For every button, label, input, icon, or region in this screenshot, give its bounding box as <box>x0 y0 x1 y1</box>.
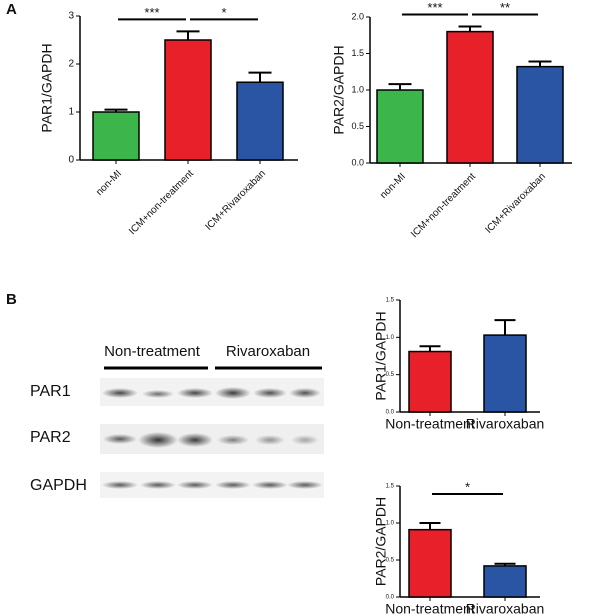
row-label: PAR2 <box>30 429 71 446</box>
row-label: PAR1 <box>30 383 71 400</box>
y-tick-label: 0.5 <box>351 121 364 131</box>
significance-label: *** <box>427 0 442 15</box>
panel-label: A <box>6 1 17 18</box>
bar <box>483 334 527 413</box>
panel-label: B <box>6 291 17 308</box>
y-tick-label: 2.0 <box>351 11 364 21</box>
western-blot: Non-treatment Rivaroxaban PAR1 PAR2 GAPD… <box>30 343 324 498</box>
y-tick-label: 1.5 <box>351 48 364 58</box>
significance-label: ** <box>500 0 510 15</box>
bar <box>408 350 452 413</box>
error-bar <box>388 83 412 90</box>
x-tick-label: ICM+Rivaroxaban <box>203 168 268 233</box>
bar <box>516 65 564 164</box>
y-axis-label: PAR2/GAPDH <box>331 45 347 134</box>
error-bar <box>104 108 128 112</box>
y-tick-label: 0.5 <box>386 372 395 378</box>
y-tick-label: 1.5 <box>386 484 395 490</box>
y-tick-label: 1.0 <box>351 84 364 94</box>
bar <box>446 30 494 164</box>
error-bar <box>176 30 200 40</box>
x-tick-label: Non-treatment <box>385 601 475 616</box>
error-bar <box>419 345 441 352</box>
y-tick-label: 0.0 <box>351 157 364 167</box>
bar <box>92 111 140 161</box>
y-axis-label: PAR1/GAPDH <box>39 43 55 132</box>
bar <box>376 89 424 164</box>
x-tick-label: ICM+non-treatment <box>409 171 478 240</box>
x-tick-label: Rivaroxaban <box>466 416 545 432</box>
bar <box>236 81 284 161</box>
y-tick-label: 1 <box>68 107 74 118</box>
group-label: Rivaroxaban <box>226 343 310 360</box>
bands <box>102 387 323 489</box>
y-axis-label: PAR2/GAPDH <box>373 497 389 586</box>
bar <box>408 528 452 598</box>
y-tick-label: 0.5 <box>386 558 395 564</box>
error-bar <box>494 319 516 336</box>
error-bar <box>494 562 516 566</box>
significance-label: * <box>465 479 470 494</box>
error-bar <box>248 71 272 83</box>
y-tick-label: 1.0 <box>386 335 395 341</box>
y-tick-label: 0.0 <box>386 595 395 601</box>
x-tick-label: ICM+Rivaroxaban <box>483 171 548 236</box>
y-tick-label: 2 <box>68 59 74 70</box>
y-tick-label: 0.0 <box>386 410 395 416</box>
y-tick-label: 3 <box>68 11 74 22</box>
error-bar <box>528 60 552 67</box>
significance-label: * <box>221 5 226 20</box>
y-tick-label: 1.0 <box>386 521 395 527</box>
row-label: GAPDH <box>30 477 87 494</box>
x-tick-label: Non-treatment <box>385 416 475 432</box>
y-tick-label: 1.5 <box>386 298 395 304</box>
y-axis-label: PAR1/GAPDH <box>373 311 389 400</box>
bar <box>483 565 527 598</box>
group-label: Non-treatment <box>104 343 201 360</box>
bar <box>164 39 212 161</box>
y-tick-label: 0 <box>68 155 74 166</box>
significance-label: *** <box>144 5 159 20</box>
x-tick-label: ICM+non-treatment <box>127 168 196 237</box>
x-tick-label: non-MI <box>378 171 408 201</box>
x-tick-label: Rivaroxaban <box>466 601 545 616</box>
error-bar <box>419 522 441 530</box>
x-tick-label: non-MI <box>94 168 124 198</box>
error-bar <box>458 25 482 32</box>
